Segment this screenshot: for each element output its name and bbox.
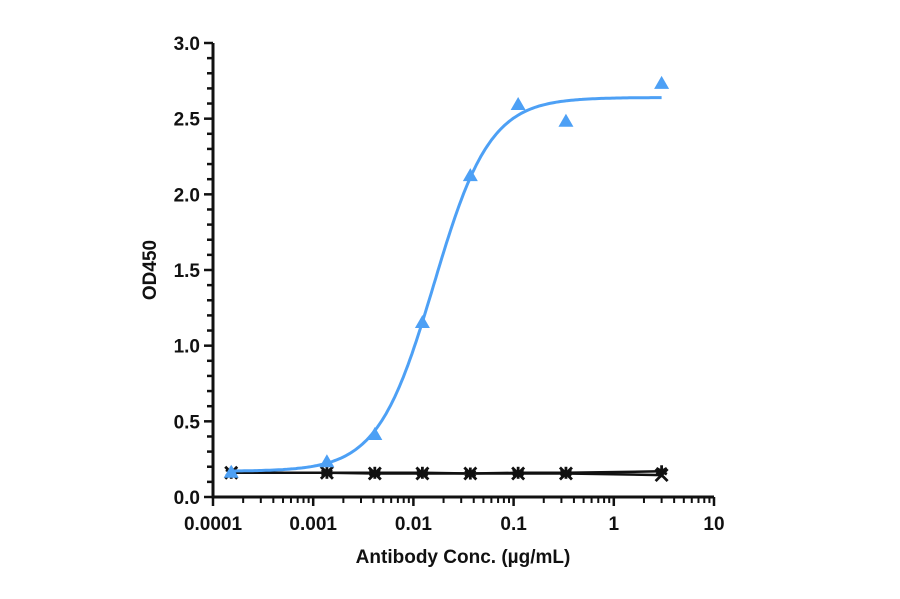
y-tick-label: 1.0 [174, 337, 200, 358]
x-tick-label: 0.01 [395, 514, 432, 535]
triangle-marker [223, 464, 239, 478]
x-marker [415, 466, 430, 481]
triangle-marker [462, 168, 478, 182]
axes-layer: 0.0 0.5 1.0 1.5 2.0 2.5 3.0 0.0001 0.001 0.01 0.1… [174, 34, 725, 535]
y-axis-ticks: 0.0 0.5 1.0 1.5 2.0 2.5 3.0 [174, 34, 213, 509]
x-marker [319, 465, 334, 480]
triangle-marker [414, 314, 430, 328]
fit-curve [231, 96, 662, 473]
x-marker [558, 466, 573, 481]
triangle-marker [510, 97, 526, 111]
triangle-marker [367, 426, 383, 440]
series-triangle [223, 75, 670, 478]
x-tick-label: 1 [609, 514, 620, 535]
series-layer [223, 75, 670, 483]
fit-line [231, 471, 662, 477]
x-tick-label: 0.0001 [184, 514, 243, 535]
x-marker [654, 468, 669, 483]
y-tick-label: 3.0 [174, 34, 200, 55]
x-tick-label: 0.001 [289, 514, 337, 535]
triangle-marker [558, 113, 574, 127]
x-marker [511, 466, 526, 481]
y-tick-label: 0.5 [174, 412, 201, 433]
y-tick-label: 0.0 [174, 488, 200, 509]
y-axis-title: OD450 [140, 240, 161, 300]
y-tick-label: 2.0 [174, 185, 200, 206]
x-marker [463, 466, 478, 481]
x-axis-ticks: 0.0001 0.001 0.01 0.1 1 10 [184, 497, 725, 535]
x-axis-title: Antibody Conc. (µg/mL) [356, 547, 571, 568]
x-tick-label: 0.1 [500, 514, 527, 535]
series-x [224, 465, 669, 483]
x-tick-label: 10 [703, 514, 724, 535]
triangle-marker [654, 75, 670, 89]
triangle-marker [319, 454, 335, 468]
y-tick-label: 1.5 [174, 261, 201, 282]
y-tick-label: 2.5 [174, 110, 201, 131]
x-marker [367, 466, 382, 481]
